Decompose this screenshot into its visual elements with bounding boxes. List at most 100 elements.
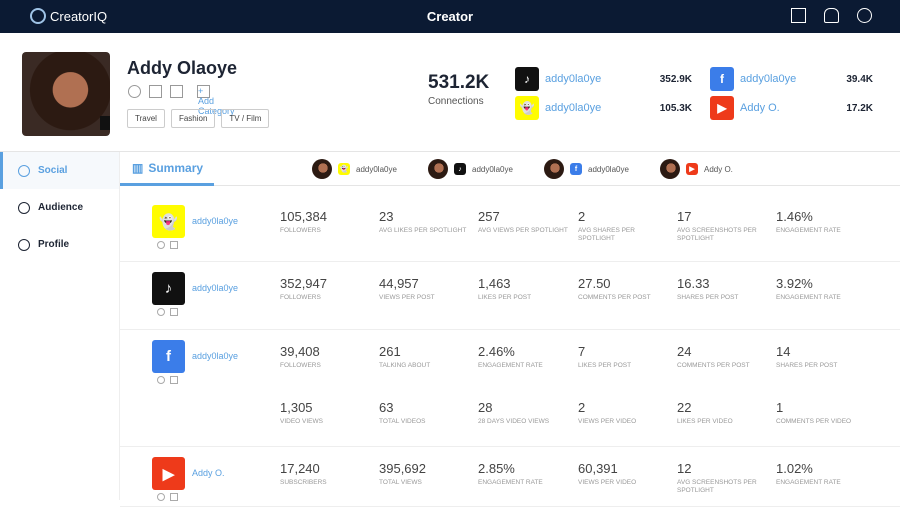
row-status-icons — [157, 376, 178, 384]
stat: 2.46% Engagement rate — [478, 344, 568, 370]
stat-value: 7 — [578, 344, 586, 359]
verified-icon[interactable] — [128, 85, 141, 98]
sidebar-item-social[interactable]: Social — [0, 152, 119, 189]
stat: 1,305 Video views — [280, 400, 370, 426]
stat-value: 2.46% — [478, 344, 515, 359]
megaphone-icon[interactable] — [170, 85, 183, 98]
stat-label: Comments per post — [578, 294, 651, 301]
youtube-icon: ▶ — [710, 96, 734, 120]
sidebar-item-profile[interactable]: Profile — [0, 226, 119, 263]
stat-value: 28 — [478, 400, 493, 415]
tab-profile-facebook[interactable]: f addy0la0ye — [544, 159, 629, 179]
stat: 60,391 Views per video — [578, 461, 668, 487]
connections-label: Connections — [428, 96, 484, 107]
stat-label: Comments per post — [677, 362, 750, 369]
facebook-icon: f — [710, 67, 734, 91]
stat: 2 Avg shares per spotlight — [578, 209, 668, 243]
stat-value: 16.33 — [677, 276, 710, 291]
row-status-icons — [157, 308, 178, 316]
facebook-icon: f — [152, 340, 185, 373]
stat: 2 Views per video — [578, 400, 668, 426]
stat-value: 395,692 — [379, 461, 426, 476]
tab-handle: addy0la0ye — [588, 164, 629, 174]
briefcase-icon[interactable] — [149, 85, 162, 98]
stat-label: Avg screenshots per spotlight — [677, 227, 757, 242]
account-youtube[interactable]: ▶ Addy O. 17.2K — [710, 96, 873, 120]
tab-bar: ▥ Summary 👻 addy0la0ye ♪ addy0la0ye f addy0la0… — [120, 152, 900, 186]
account-facebook[interactable]: f addy0la0ye 39.4K — [710, 67, 873, 91]
stat-value: 2 — [578, 400, 586, 415]
stat-value: 261 — [379, 344, 401, 359]
account-snapchat[interactable]: 👻 addy0la0ye 105.3K — [515, 96, 692, 120]
tiktok-icon: ♪ — [454, 163, 466, 175]
stat: 1,463 Likes per post — [478, 276, 568, 302]
row-status-icons — [157, 241, 178, 249]
avatar — [22, 52, 110, 136]
account-count: 105.3K — [659, 102, 692, 114]
account-tiktok[interactable]: ♪ addy0la0ye 352.9K — [515, 67, 692, 91]
row-handle[interactable]: Addy O. — [192, 468, 225, 478]
stat-value: 23 — [379, 209, 394, 224]
stat: 3.92% Engagement rate — [776, 276, 866, 302]
stat-value: 2 — [578, 209, 586, 224]
stat-label: Engagement rate — [776, 479, 841, 486]
stat-value: 17,240 — [280, 461, 320, 476]
stat: 16.33 Shares per post — [677, 276, 767, 302]
stat-label: Likes per post — [578, 362, 632, 369]
briefcase-icon — [170, 376, 178, 384]
row-handle[interactable]: addy0la0ye — [192, 351, 239, 361]
stat: 44,957 Views per post — [379, 276, 469, 302]
facebook-icon: f — [570, 163, 582, 175]
stat: 27.50 Comments per post — [578, 276, 668, 302]
add-category-link[interactable]: + Add Category — [197, 85, 235, 116]
tag-travel[interactable]: Travel — [127, 109, 165, 128]
row-handle[interactable]: addy0la0ye — [192, 283, 239, 293]
sidebar-item-label: Profile — [38, 239, 70, 250]
tag-fashion[interactable]: Fashion — [170, 109, 216, 128]
account-count: 39.4K — [846, 73, 873, 85]
account-handle[interactable]: Addy O. — [740, 102, 780, 114]
stat-label: Followers — [280, 294, 321, 301]
account-count: 17.2K — [846, 102, 873, 114]
account-count: 352.9K — [659, 73, 692, 85]
stat-label: Shares per post — [677, 294, 739, 301]
tab-profile-snapchat[interactable]: 👻 addy0la0ye — [312, 159, 397, 179]
account-handle[interactable]: addy0la0ye — [740, 73, 797, 85]
platform-row-tiktok: ♪ addy0la0ye 352,947 Followers 44,957 Views p… — [120, 262, 900, 330]
stat-value: 60,391 — [578, 461, 618, 476]
stat: 352,947 Followers — [280, 276, 370, 302]
tab-summary[interactable]: ▥ Summary — [120, 152, 214, 186]
sidebar-item-audience[interactable]: Audience — [0, 189, 119, 226]
stat-value: 1,463 — [478, 276, 511, 291]
tag-tv-film[interactable]: TV / Film — [221, 109, 270, 128]
stat: 1.02% Engagement rate — [776, 461, 866, 487]
stat-value: 63 — [379, 400, 394, 415]
divider — [0, 151, 900, 152]
avatar — [544, 159, 564, 179]
calendar-check-icon[interactable] — [791, 8, 806, 23]
stat-label: Engagement rate — [478, 479, 543, 486]
sidebar-item-label: Audience — [38, 202, 84, 213]
tiktok-icon: ♪ — [152, 272, 185, 305]
stat-value: 39,408 — [280, 344, 320, 359]
stat-value: 1,305 — [280, 400, 313, 415]
logo-icon — [30, 8, 46, 24]
stat: 395,692 Total views — [379, 461, 469, 487]
avatar — [312, 159, 332, 179]
bell-icon[interactable] — [824, 8, 839, 23]
row-handle[interactable]: addy0la0ye — [192, 216, 239, 226]
stat: 14 Shares per post — [776, 344, 866, 370]
stat-value: 27.50 — [578, 276, 611, 291]
tab-handle: Addy O. — [704, 164, 733, 174]
tab-profile-youtube[interactable]: ▶ Addy O. — [660, 159, 733, 179]
account-handle[interactable]: addy0la0ye — [545, 102, 602, 114]
stat-value: 257 — [478, 209, 500, 224]
clock-icon[interactable] — [857, 8, 872, 23]
logo[interactable]: CreatorIQ — [30, 8, 107, 24]
stat-value: 14 — [776, 344, 791, 359]
tab-profile-tiktok[interactable]: ♪ addy0la0ye — [428, 159, 513, 179]
sidebar-item-label: Social — [38, 165, 68, 176]
stat-label: Talking about — [379, 362, 431, 369]
tab-label: Summary — [148, 160, 204, 175]
account-handle[interactable]: addy0la0ye — [545, 73, 602, 85]
